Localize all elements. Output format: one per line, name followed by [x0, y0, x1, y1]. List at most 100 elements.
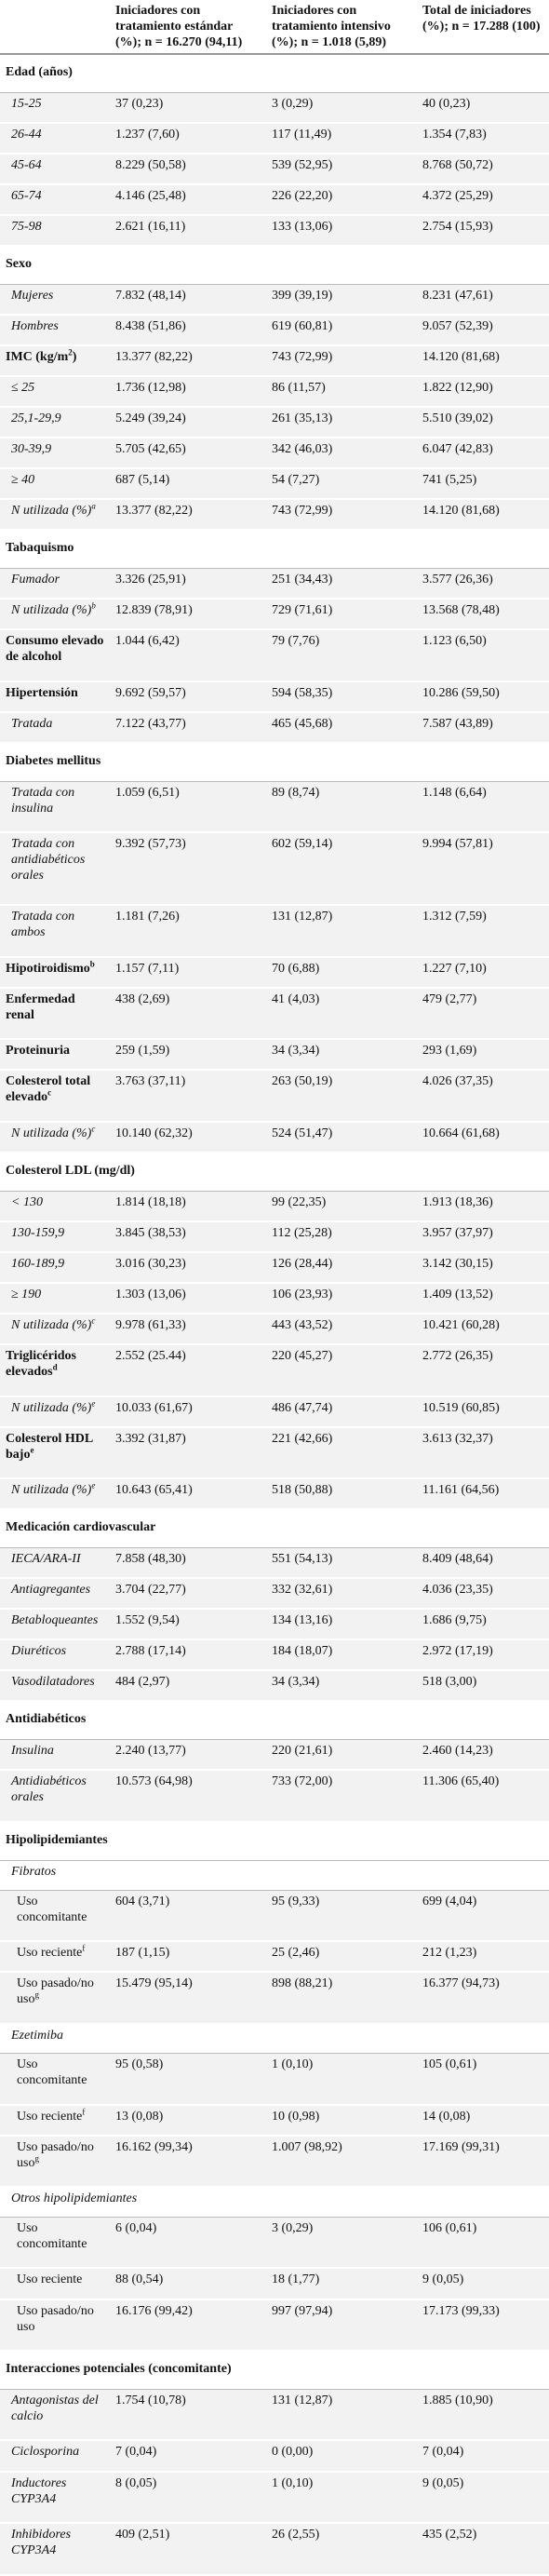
header-cell: [0, 0, 110, 55]
table-cell: 1.552 (9,54): [110, 1609, 266, 1641]
table-cell: 226 (22,20): [266, 184, 417, 217]
row-label: 130-159,9: [0, 1221, 110, 1254]
table-cell: 1.754 (10,78): [110, 2389, 266, 2442]
label-text: Inductores CYP3A4: [11, 2475, 67, 2506]
table-cell: 1.822 (12,90): [417, 376, 549, 409]
table-row: Uso pasado/no usog 15.479 (95,14) 898 (88,…: [0, 1972, 549, 2025]
row-label: N utilizada (%)a: [0, 499, 110, 532]
table-row: Triglicéridos elevadosd 2.552 (25.44) 220 …: [0, 1344, 549, 1397]
row-label: Tabaquismo: [0, 530, 549, 570]
table-row: Uso pasado/no uso 16.176 (99,42) 997 (97,9…: [0, 2299, 549, 2352]
table-cell: 486 (47,74): [266, 1396, 417, 1428]
table-row: Insulina 2.240 (13,77) 220 (21,61) 2.460 (1…: [0, 1739, 549, 1772]
header-row: Iniciadores con tratamiento estándar (%)…: [0, 0, 549, 55]
table-row: Tratada con antidiabéticos orales 9.392 (…: [0, 832, 549, 907]
table-cell: 743 (72,99): [266, 499, 417, 532]
table-cell: 1.736 (12,98): [110, 376, 266, 409]
label-text: Tratada: [11, 716, 53, 731]
label-text: 25,1-29,9: [11, 411, 61, 426]
table-cell: 399 (39,19): [266, 284, 417, 317]
table-row: Colesterol total elevadoc 3.763 (37,11) 26…: [0, 1070, 549, 1123]
row-label: Uso pasado/no usog: [0, 1972, 110, 2025]
row-label: N utilizada (%)b: [0, 599, 110, 631]
label-text: Colesterol total elevado: [6, 1074, 91, 1105]
table-cell: 220 (45,27): [266, 1344, 417, 1397]
footnote-mark: g: [34, 2153, 39, 2164]
row-label: Consumo elevado de alcohol: [0, 629, 110, 682]
row-label: Medicación cardiovascular: [0, 1509, 549, 1549]
table-cell: 3.016 (30,23): [110, 1252, 266, 1285]
table-cell: 1.157 (7,11): [110, 956, 266, 989]
table-cell: 14 (0,08): [417, 2104, 549, 2137]
label-text: Fibratos: [11, 1864, 57, 1879]
table-cell: 3.704 (22,77): [110, 1578, 266, 1611]
table-cell: 1.044 (6,42): [110, 629, 266, 682]
row-label: N utilizada (%)c: [0, 1121, 110, 1153]
table-cell: 1.227 (7,10): [417, 956, 549, 989]
table-cell: 105 (0,61): [417, 2053, 549, 2106]
label-text: Inhibidores CYP3A4: [11, 2528, 72, 2557]
table-cell: 409 (2,51): [110, 2523, 266, 2576]
table-cell: 8 (0,05): [110, 2471, 266, 2524]
label-text: Diuréticos: [11, 1644, 67, 1659]
table-cell: 10.573 (64,98): [110, 1770, 266, 1823]
table-row: Uso concomitante 95 (0,58) 1 (0,10) 105 (0,…: [0, 2053, 549, 2106]
label-text: Hipolipidemiantes: [6, 1832, 108, 1847]
footnote-mark: c: [91, 1124, 96, 1134]
row-label: Antiagregantes: [0, 1578, 110, 1611]
table-cell: 8.768 (50,72): [417, 154, 549, 186]
footnote-mark: b: [89, 959, 95, 969]
table-cell: 106 (23,93): [266, 1283, 417, 1315]
row-label: Antidiabéticos orales: [0, 1770, 110, 1823]
row-label: Diabetes mellitus: [0, 742, 549, 783]
table-cell: 220 (21,61): [266, 1739, 417, 1772]
table-cell: 9.994 (57,81): [417, 832, 549, 907]
table-cell: 7.858 (48,30): [110, 1547, 266, 1580]
footnote-mark: 2: [68, 347, 73, 357]
table-row: Uso reciente 88 (0,54) 18 (1,77) 9 (0,05): [0, 2268, 549, 2300]
table-cell: 443 (43,52): [266, 1314, 417, 1346]
row-label: < 130: [0, 1191, 110, 1222]
table-cell: 1 (0,10): [266, 2053, 417, 2106]
row-label: Uso recientef: [0, 1940, 110, 1974]
table-cell: 619 (60,81): [266, 315, 417, 347]
label-text: Colesterol LDL (mg/dl): [6, 1163, 135, 1178]
table-row: Mujeres 7.832 (48,14) 399 (39,19) 8.231 (47…: [0, 284, 549, 317]
footnote-mark: c: [91, 1315, 96, 1326]
label-text: IMC (kg/m: [6, 350, 69, 365]
table-cell: 4.026 (37,35): [417, 1070, 549, 1123]
label-text: Betabloqueantes: [11, 1613, 99, 1628]
table-row: Colesterol HDL bajoe 3.392 (31,87) 221 (42…: [0, 1426, 549, 1480]
row-label: Tratada con ambos: [0, 905, 110, 958]
table-cell: 16.377 (94,73): [417, 1972, 549, 2025]
label-text: Antagonistas del calcio: [11, 2394, 99, 2424]
row-label: Vasodilatadores: [0, 1670, 110, 1703]
footnote-mark: b: [91, 600, 96, 611]
row-label: Hombres: [0, 315, 110, 347]
row-label: IMC (kg/m2): [0, 345, 110, 378]
table-row: Tratada con ambos 1.181 (7,26) 131 (12,87)…: [0, 905, 549, 958]
table-cell: 465 (45,68): [266, 711, 417, 744]
table-row: Uso concomitante 6 (0,04) 3 (0,29) 106 (0,6…: [0, 2217, 549, 2270]
label-text: Proteinuria: [6, 1044, 70, 1059]
table-row: Antidiabéticos orales 10.573 (64,98) 733 (…: [0, 1770, 549, 1823]
table-row: N utilizada (%)c 10.140 (62,32) 524 (51,47…: [0, 1121, 549, 1153]
table-row: ≥ 40 687 (5,14) 54 (7,27) 741 (5,25): [0, 468, 549, 501]
row-label: Hipotiroidismob: [0, 956, 110, 989]
footnote-mark: f: [82, 1943, 86, 1953]
row-label: N utilizada (%)e: [0, 1396, 110, 1428]
label-text: Uso reciente: [17, 1945, 83, 1960]
label-text: Edad (años): [6, 65, 73, 79]
table-row: Hipolipidemiantes: [0, 1821, 549, 1861]
table-cell: 1.814 (18,18): [110, 1191, 266, 1222]
table-cell: 3 (0,29): [266, 92, 417, 125]
row-label: Diuréticos: [0, 1639, 110, 1672]
row-label: Tratada con antidiabéticos orales: [0, 832, 110, 907]
table-row: 26-44 1.237 (7,60) 117 (11,49) 1.354 (7,83): [0, 123, 549, 155]
row-label: Sexo: [0, 246, 549, 286]
row-label: Uso pasado/no usog: [0, 2135, 110, 2189]
header-cell: Iniciadores con tratamiento estándar (%)…: [110, 0, 266, 55]
row-label: 75-98: [0, 215, 110, 248]
table-cell: 2.621 (16,11): [110, 215, 266, 248]
label-text: Ezetimiba: [11, 2028, 63, 2043]
